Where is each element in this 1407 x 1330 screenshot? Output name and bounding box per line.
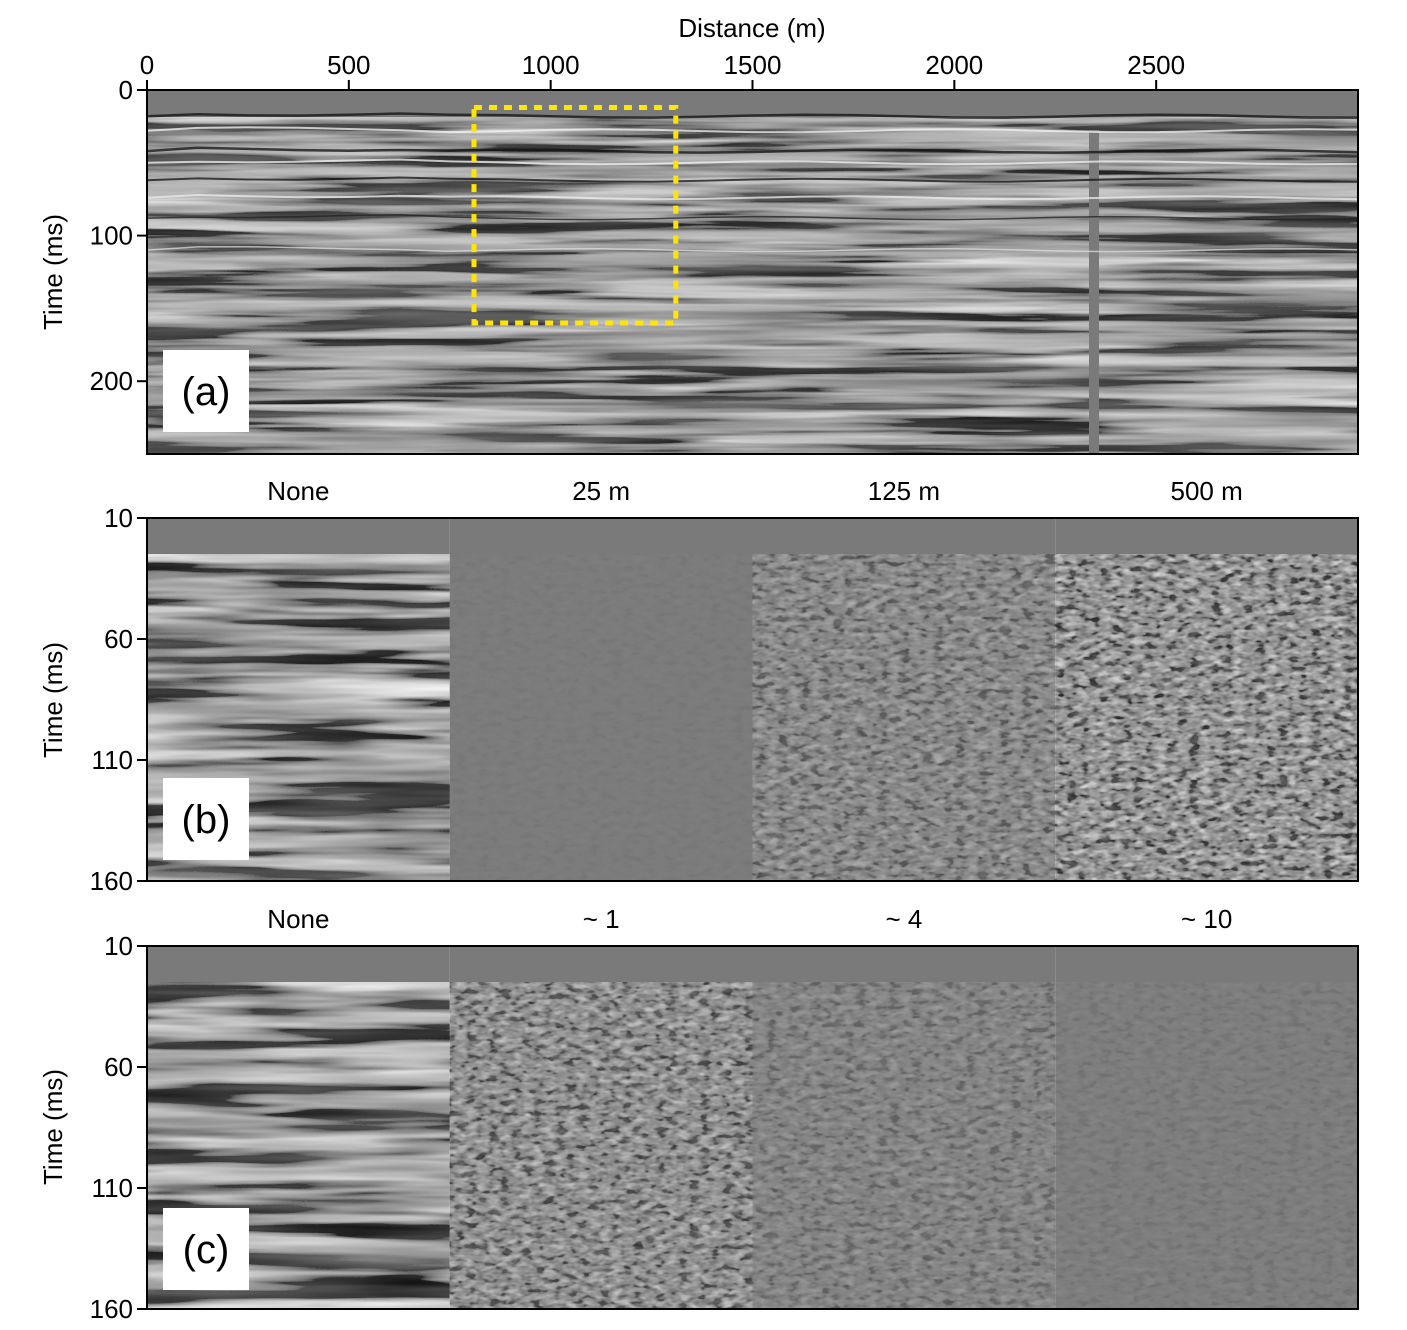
panel-c-y-axis: 10 60 110 160 (90, 931, 147, 1324)
y-tick-label: 110 (92, 745, 133, 775)
panel-c-frame (146, 945, 1359, 1310)
panel-c-column (752, 946, 1056, 1309)
y-tick-label: 110 (92, 1173, 133, 1203)
x-tick-label: 500 (327, 50, 370, 80)
panel-a-seafloor-reflectors (146, 112, 1359, 253)
reflector-line (146, 213, 1359, 221)
x-tick-label: 0 (140, 50, 154, 80)
panel-b-column (449, 518, 753, 881)
reflector-line (146, 245, 1359, 253)
panel-b-tag: (b) (182, 798, 231, 842)
panel-b-y-axis: 10 60 110 160 (90, 503, 147, 896)
reflector-line (146, 112, 1359, 119)
x-tick-label: 1000 (522, 50, 580, 80)
panel-b-frame (146, 517, 1359, 882)
column-label: 125 m (868, 476, 940, 506)
panel-a: 0 500 1000 1500 2000 2500 0 100 200 (a) (90, 50, 1359, 455)
column-texture (752, 554, 1056, 881)
column-label: 500 m (1170, 476, 1242, 506)
column-texture (1055, 982, 1358, 1309)
column-texture (1055, 554, 1358, 881)
column-label: ~ 10 (1181, 904, 1232, 934)
panel-c-tag: (c) (183, 1228, 230, 1272)
column-label: 25 m (572, 476, 630, 506)
y-tick-label: 160 (90, 866, 133, 896)
reflector-line (146, 193, 1359, 201)
y-tick-label: 160 (90, 1294, 133, 1324)
panel-b-columns (147, 518, 1358, 881)
panel-b-column (752, 518, 1056, 881)
panel-c-columns (147, 946, 1358, 1309)
panel-a-x-axis: 0 500 1000 1500 2000 2500 (140, 50, 1185, 90)
y-tick-label: 10 (104, 931, 133, 961)
panel-c-tag-box (163, 1208, 249, 1290)
column-label: ~ 4 (885, 904, 922, 934)
reflector-line (146, 176, 1359, 183)
x-tick-label: 2000 (925, 50, 983, 80)
y-axis-title-a: Time (ms) (38, 214, 68, 330)
panel-a-y-axis: 0 100 200 (90, 75, 147, 396)
column-label: None (267, 904, 329, 934)
column-texture (752, 982, 1056, 1309)
reflector-line (146, 158, 1359, 166)
x-tick-label: 2500 (1127, 50, 1185, 80)
x-axis-title: Distance (m) (678, 13, 825, 43)
panel-a-data-gap (1089, 130, 1099, 454)
panel-a-tag-box (163, 350, 249, 432)
column-texture (449, 554, 753, 881)
column-label: ~ 1 (583, 904, 620, 934)
column-label: None (267, 476, 329, 506)
y-tick-label: 200 (90, 366, 133, 396)
y-tick-label: 100 (90, 221, 133, 251)
highlight-box (471, 104, 679, 326)
panel-a-water-column (147, 90, 1358, 117)
panel-c-column-labels: None ~ 1 ~ 4 ~ 10 (267, 904, 1232, 934)
panel-c-column (449, 946, 753, 1309)
y-axis-title-b: Time (ms) (38, 642, 68, 758)
reflector-line (146, 146, 1359, 154)
y-tick-label: 60 (104, 1052, 133, 1082)
y-tick-label: 0 (119, 75, 133, 105)
panel-b-tag-box (163, 778, 249, 860)
panel-c: 10 60 110 160 None ~ 1 ~ 4 ~ 10 (c) (90, 904, 1359, 1324)
x-tick-label: 1500 (724, 50, 782, 80)
panel-b: 10 60 110 160 None 25 m 125 m 500 m (b) (90, 476, 1359, 896)
panel-a-seismic-texture (147, 115, 1358, 454)
y-tick-label: 60 (104, 624, 133, 654)
panel-c-column (1055, 946, 1358, 1309)
panel-b-column-labels: None 25 m 125 m 500 m (267, 476, 1242, 506)
panel-b-column (1055, 518, 1358, 881)
reflector-line (146, 126, 1359, 134)
panel-b-column (147, 518, 450, 881)
panel-a-tag: (a) (182, 370, 231, 414)
column-texture (449, 982, 753, 1309)
y-tick-label: 10 (104, 503, 133, 533)
y-axis-title-c: Time (ms) (38, 1069, 68, 1185)
